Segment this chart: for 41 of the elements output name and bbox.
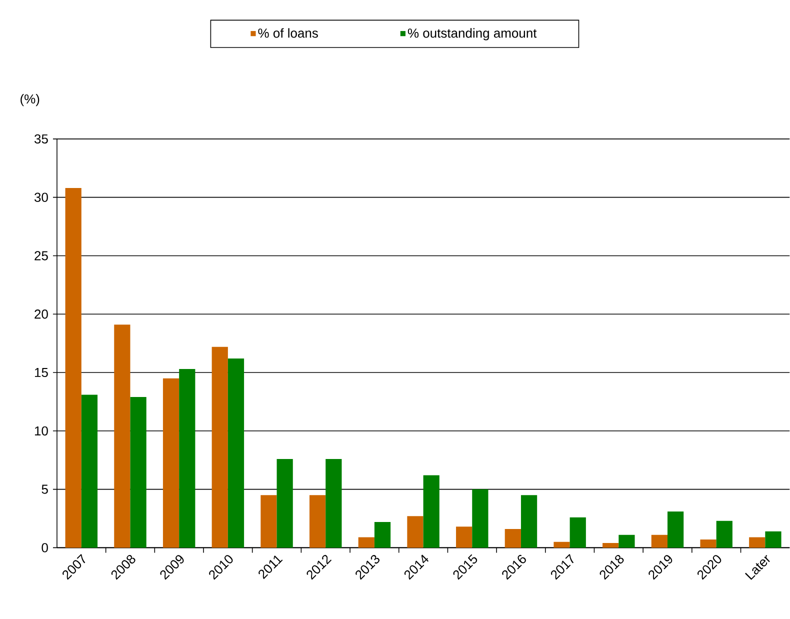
bar bbox=[749, 537, 766, 548]
bar bbox=[179, 369, 196, 548]
y-tick-label: 25 bbox=[34, 251, 48, 260]
bar bbox=[765, 532, 782, 548]
bar bbox=[667, 512, 684, 548]
bar bbox=[162, 378, 180, 548]
bar bbox=[260, 495, 277, 548]
bar bbox=[570, 518, 586, 548]
bar bbox=[456, 526, 472, 548]
bar bbox=[309, 495, 326, 548]
y-axis-title: (%) bbox=[20, 94, 40, 106]
y-tick-label: 30 bbox=[34, 192, 48, 202]
bar bbox=[358, 537, 374, 548]
bar bbox=[276, 459, 293, 548]
bar bbox=[407, 516, 424, 548]
bar bbox=[618, 535, 635, 548]
bar bbox=[114, 324, 130, 548]
bar bbox=[602, 543, 619, 548]
bar bbox=[472, 489, 488, 548]
y-tick-label: 10 bbox=[34, 426, 48, 436]
bar bbox=[554, 542, 570, 548]
bar bbox=[228, 358, 244, 548]
bar bbox=[212, 346, 228, 548]
bar bbox=[504, 529, 521, 548]
bar bbox=[326, 459, 342, 548]
y-tick-label: 0 bbox=[42, 543, 48, 552]
bar bbox=[423, 475, 440, 548]
bar bbox=[520, 495, 538, 548]
legend-label: % of loans bbox=[258, 28, 318, 38]
bar bbox=[716, 521, 732, 548]
legend-label: % outstanding amount bbox=[408, 28, 537, 40]
y-tick-label: 5 bbox=[42, 484, 48, 494]
bar bbox=[130, 397, 146, 548]
y-tick-label: 35 bbox=[34, 134, 48, 144]
bar bbox=[374, 522, 391, 548]
bar bbox=[651, 535, 668, 548]
y-tick-label: 15 bbox=[34, 368, 48, 378]
bar bbox=[65, 188, 82, 548]
bar bbox=[700, 540, 716, 548]
bar bbox=[81, 394, 98, 548]
y-tick-label: 20 bbox=[34, 310, 48, 319]
